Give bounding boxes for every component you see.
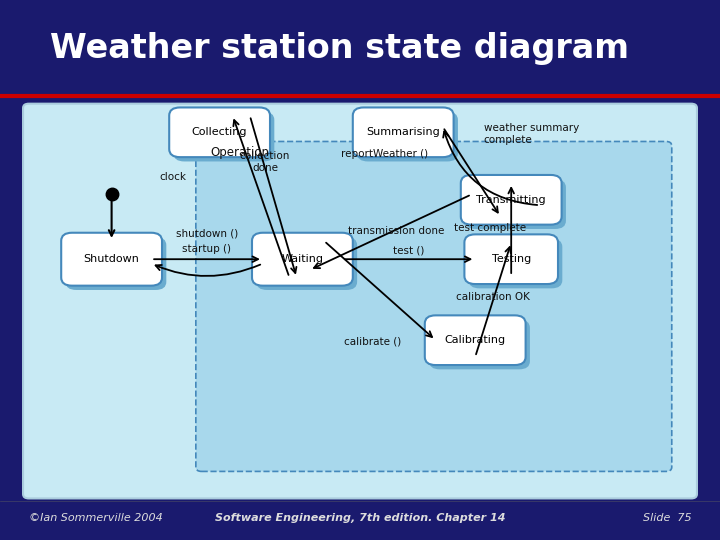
Text: Waiting: Waiting (282, 254, 323, 264)
Text: calibrate (): calibrate () (344, 337, 402, 347)
FancyBboxPatch shape (429, 320, 530, 369)
FancyBboxPatch shape (61, 233, 162, 286)
Text: transmission done: transmission done (348, 226, 444, 236)
Text: clock: clock (159, 172, 186, 182)
Text: weather summary
complete: weather summary complete (484, 123, 579, 145)
FancyBboxPatch shape (461, 175, 562, 225)
FancyBboxPatch shape (425, 315, 526, 365)
Text: Software Engineering, 7th edition. Chapter 14: Software Engineering, 7th edition. Chapt… (215, 514, 505, 523)
Text: ©Ian Sommerville 2004: ©Ian Sommerville 2004 (29, 514, 163, 523)
FancyBboxPatch shape (252, 233, 353, 286)
Text: shutdown (): shutdown () (176, 228, 238, 238)
FancyBboxPatch shape (357, 112, 458, 161)
Text: Summarising: Summarising (366, 127, 440, 137)
FancyBboxPatch shape (353, 107, 454, 157)
Text: reportWeather (): reportWeather () (341, 150, 428, 159)
Text: collection
done: collection done (240, 151, 290, 173)
Text: Transmitting: Transmitting (477, 195, 546, 205)
Text: Operation: Operation (210, 146, 269, 159)
FancyBboxPatch shape (465, 179, 566, 229)
Text: test (): test () (393, 245, 425, 255)
Text: startup (): startup () (182, 245, 231, 254)
Text: Weather station state diagram: Weather station state diagram (50, 32, 629, 65)
Text: Slide  75: Slide 75 (642, 514, 691, 523)
Text: Calibrating: Calibrating (445, 335, 505, 345)
Text: test complete: test complete (454, 223, 526, 233)
FancyBboxPatch shape (464, 234, 558, 284)
FancyBboxPatch shape (469, 239, 562, 288)
Text: Testing: Testing (492, 254, 531, 264)
Text: Collecting: Collecting (192, 127, 248, 137)
Text: calibration OK: calibration OK (456, 292, 529, 302)
FancyBboxPatch shape (174, 112, 274, 161)
FancyBboxPatch shape (169, 107, 270, 157)
Text: Shutdown: Shutdown (84, 254, 140, 264)
FancyBboxPatch shape (196, 141, 672, 471)
FancyBboxPatch shape (23, 104, 697, 498)
FancyBboxPatch shape (66, 237, 166, 290)
FancyBboxPatch shape (256, 237, 357, 290)
FancyBboxPatch shape (0, 0, 720, 94)
